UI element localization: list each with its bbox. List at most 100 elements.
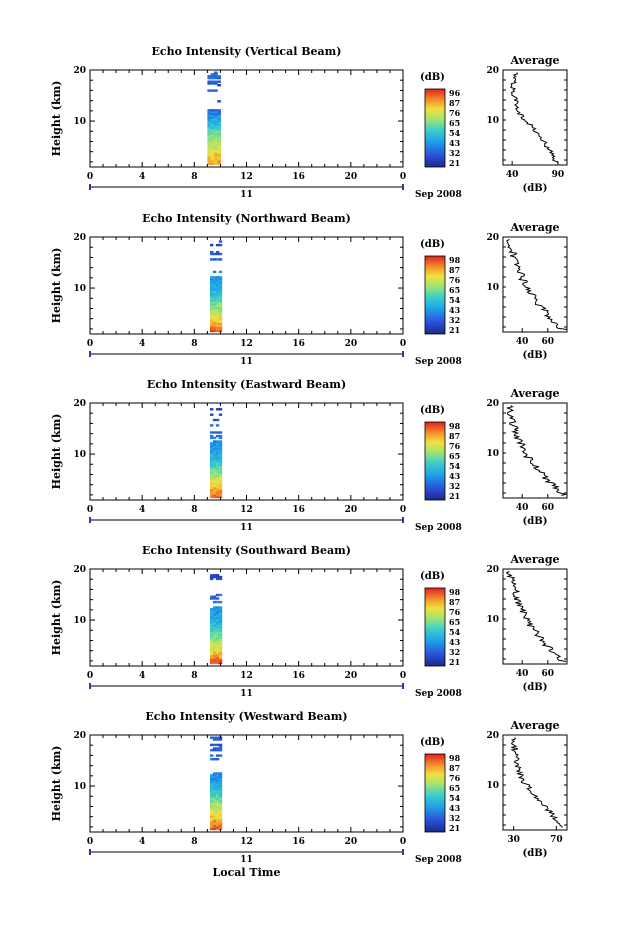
x-tick-label: 4 [139, 505, 145, 515]
colorbar-gradient [424, 88, 446, 168]
heatmap-cell [212, 809, 217, 813]
heatmap-cell [218, 495, 223, 499]
heatmap-cell [210, 634, 214, 638]
heatmap-cell [215, 747, 220, 750]
colorbar-label: 76 [449, 607, 461, 617]
panel-title: Echo Intensity (Northward Beam) [142, 212, 351, 225]
heatmap-cell [212, 658, 217, 661]
heatmap-cell [218, 650, 223, 654]
profile-x-tick-label: 60 [542, 503, 555, 513]
heatmap-cell [215, 483, 220, 486]
heatmap-cell [210, 251, 214, 254]
heatmap-cell [210, 304, 214, 307]
heatmap-cell [217, 100, 221, 103]
heatmap-cell [215, 306, 220, 309]
heatmap-cell [212, 483, 217, 486]
heatmap-cell [212, 806, 217, 809]
profile-x-tick-label: 60 [542, 337, 555, 347]
heatmap-cell [215, 629, 220, 632]
average-profile: Average 20 10 40 60 (dB) [486, 221, 568, 361]
heatmap-cell [217, 75, 221, 78]
heatmap-cell [210, 650, 214, 654]
heatmap-cell [218, 454, 223, 457]
heatmap-cell [213, 160, 218, 164]
heatmap-cell [215, 408, 220, 411]
heatmap-cell [218, 413, 223, 416]
heatmap-cell [218, 824, 223, 827]
heatmap-cell [215, 804, 220, 807]
heatmap-cell [215, 468, 220, 472]
heatmap-cell [215, 574, 220, 577]
heatmap-cell [212, 311, 217, 315]
heatmap-cell [212, 781, 217, 784]
heatmap-cell [212, 442, 217, 445]
heatmap-cell [217, 139, 221, 142]
heatmap-cell [210, 308, 214, 311]
heatmap-cell [212, 463, 217, 466]
heatmap-cell [210, 775, 214, 779]
heatmap-cell [212, 326, 217, 329]
heatmap-cell [215, 647, 220, 650]
heatmap-cell [210, 116, 215, 119]
heatmap-cell [215, 295, 220, 299]
colorbar-label: 54 [449, 295, 461, 305]
heatmap-cell [212, 816, 217, 820]
heatmap-cell [212, 479, 217, 482]
heatmap-cell [210, 791, 214, 795]
heatmap-cell [218, 800, 223, 804]
x-tick-label: 20 [345, 339, 358, 349]
heatmap-cell [218, 293, 223, 297]
heatmap-cell [218, 811, 223, 814]
heatmap-cell [215, 645, 220, 648]
heatmap-cell [215, 299, 220, 302]
heatmap-cell [212, 495, 217, 499]
heatmap-cell [210, 451, 214, 454]
heatmap-cell [218, 738, 223, 741]
heatmap-cell [212, 772, 217, 775]
heatmap-cell [218, 324, 223, 327]
heatmap-cell [212, 295, 217, 299]
y-tick-label: 20 [73, 565, 86, 575]
heatmap-cell [210, 611, 214, 614]
heatmap-cell [218, 622, 223, 625]
heatmap-cell [213, 135, 218, 139]
heatmap-cell [215, 310, 220, 313]
heatmap-cell [210, 454, 214, 457]
heatmap-cell [210, 638, 214, 641]
heatmap-cell [210, 618, 214, 622]
heatmap-cell [212, 649, 217, 652]
heatmap-cell [218, 440, 223, 443]
heatmap-cell [212, 492, 217, 495]
colorbar-gradient [424, 421, 446, 501]
heatmap-cell [212, 320, 217, 324]
heatmap-cell [210, 306, 214, 309]
heatmap-cells [210, 574, 223, 665]
heatmap-cell [210, 290, 214, 293]
heatmap-cell [210, 486, 214, 490]
heatmap-cell [207, 123, 212, 126]
heatmap-cell [210, 642, 214, 645]
y-tick-label: 10 [73, 450, 86, 460]
heatmap-cell [213, 121, 218, 124]
heatmap-cell [210, 322, 214, 325]
heatmap-cell [215, 451, 220, 454]
heatmap-cell [210, 288, 214, 291]
heatmap-cell [210, 327, 214, 331]
heatmap-cell [210, 815, 214, 818]
heatmap-cell [210, 243, 214, 247]
heatmap-cell [212, 324, 217, 327]
heatmap-cell [218, 822, 223, 825]
heatmap-cell [218, 313, 223, 316]
heatmap-cell [210, 317, 214, 320]
heatmap-cell [212, 302, 217, 306]
heatmap-cell [210, 458, 214, 461]
profile-x-tick-label: 60 [542, 669, 555, 679]
heatmap-cell [212, 743, 217, 747]
heatmap-cell [215, 652, 220, 656]
heatmap-cell [212, 825, 217, 829]
heatmap-cell [210, 774, 214, 777]
heatmap-cell [218, 600, 223, 604]
heatmap-cell [210, 649, 214, 652]
heatmap-cell [212, 611, 217, 614]
